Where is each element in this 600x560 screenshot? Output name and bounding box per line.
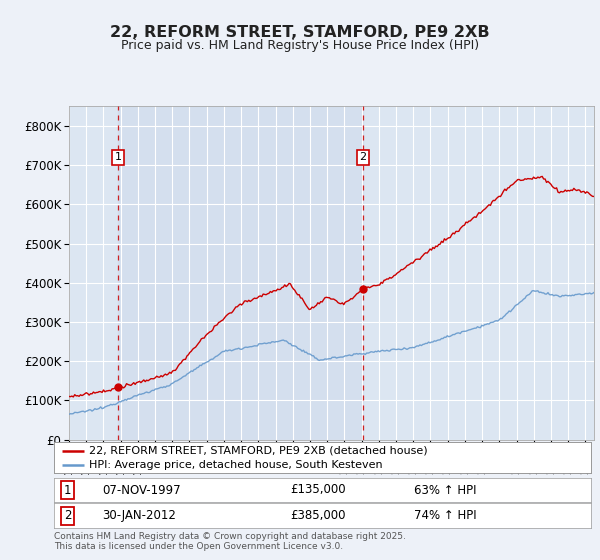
Text: £135,000: £135,000 xyxy=(290,483,346,497)
Text: 30-JAN-2012: 30-JAN-2012 xyxy=(103,509,176,522)
Text: £385,000: £385,000 xyxy=(290,509,346,522)
Text: 74% ↑ HPI: 74% ↑ HPI xyxy=(414,509,476,522)
Text: 2: 2 xyxy=(64,509,71,522)
Text: 07-NOV-1997: 07-NOV-1997 xyxy=(103,483,181,497)
Bar xyxy=(118,106,363,440)
Text: 1: 1 xyxy=(115,152,122,162)
Text: 63% ↑ HPI: 63% ↑ HPI xyxy=(414,483,476,497)
Text: 2: 2 xyxy=(359,152,367,162)
Text: HPI: Average price, detached house, South Kesteven: HPI: Average price, detached house, Sout… xyxy=(89,460,383,470)
Text: Contains HM Land Registry data © Crown copyright and database right 2025.
This d: Contains HM Land Registry data © Crown c… xyxy=(54,532,406,552)
Text: 22, REFORM STREET, STAMFORD, PE9 2XB: 22, REFORM STREET, STAMFORD, PE9 2XB xyxy=(110,25,490,40)
Text: 22, REFORM STREET, STAMFORD, PE9 2XB (detached house): 22, REFORM STREET, STAMFORD, PE9 2XB (de… xyxy=(89,446,428,456)
Text: 1: 1 xyxy=(64,483,71,497)
Text: Price paid vs. HM Land Registry's House Price Index (HPI): Price paid vs. HM Land Registry's House … xyxy=(121,39,479,53)
